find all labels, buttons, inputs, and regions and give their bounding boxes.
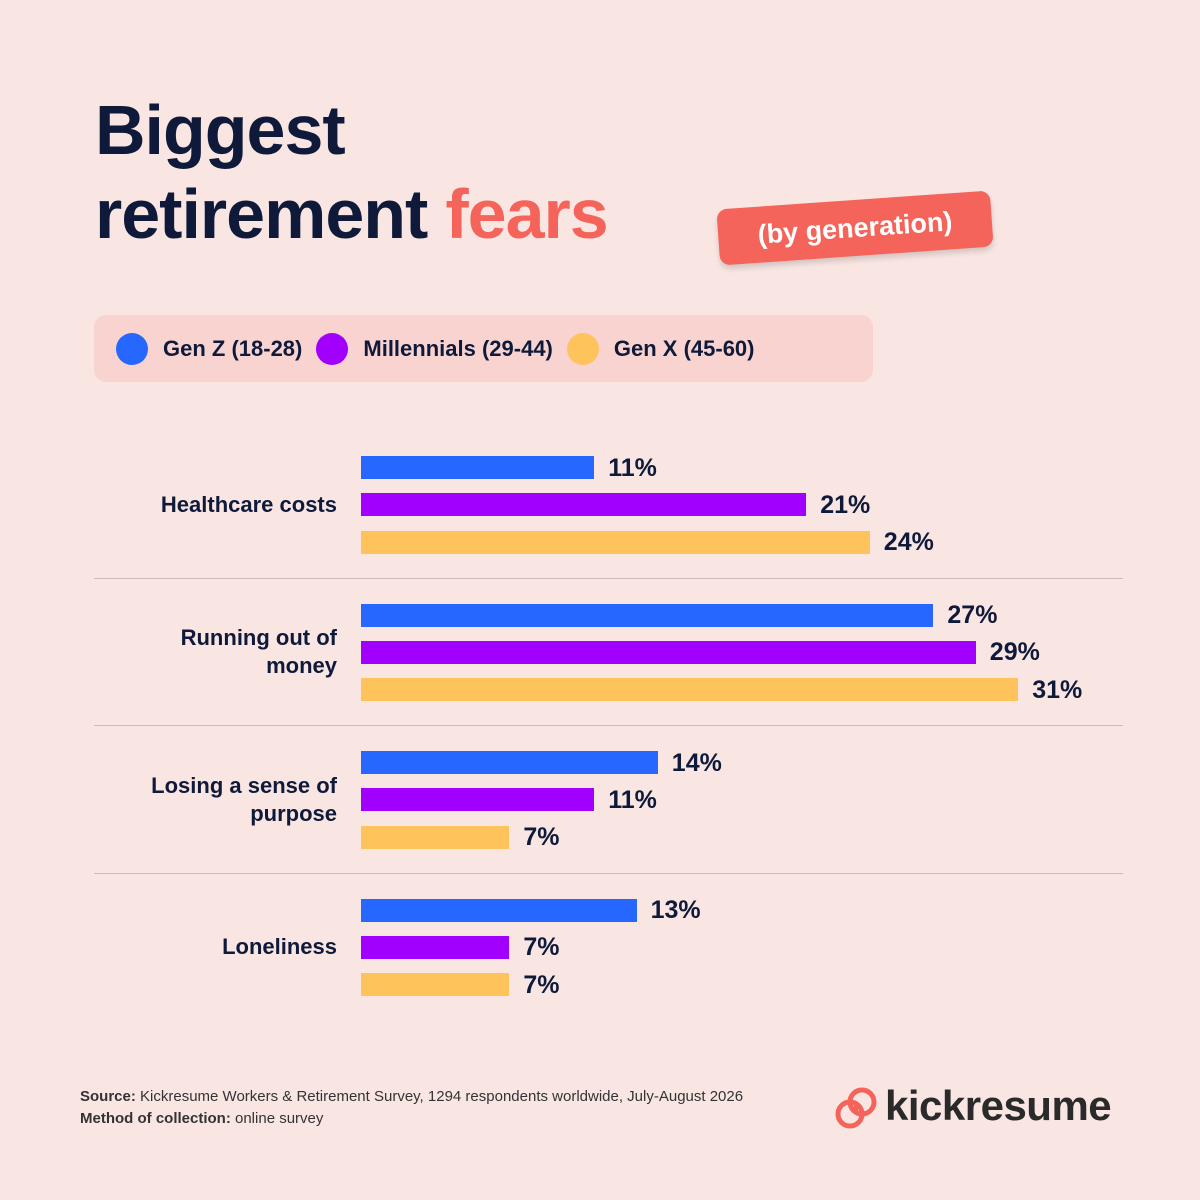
source-text: Kickresume Workers & Retirement Survey, … [140, 1088, 744, 1105]
value-label: 13% [650, 896, 701, 924]
bar [361, 603, 934, 627]
method-label: Method of collection: [80, 1110, 231, 1127]
category-label: Running out of money [180, 625, 337, 679]
subtitle-badge: (by generation) [716, 190, 994, 266]
value-label: 27% [947, 601, 998, 629]
value-label: 11% [608, 453, 657, 482]
title-line: retirement [95, 175, 428, 253]
legend-item: Millennials (29-44) [316, 332, 553, 365]
bar [361, 678, 1019, 702]
category-label: Losing a sense of purpose [151, 772, 337, 826]
bar [361, 825, 510, 849]
legend-label: Millennials (29-44) [363, 335, 553, 361]
category-label: Loneliness [222, 934, 337, 960]
value-label: 7% [523, 823, 560, 852]
legend-swatch [316, 332, 349, 365]
value-label: 7% [523, 970, 560, 999]
legend-item: Gen X (45-60) [566, 332, 755, 365]
title-line: Biggest [95, 91, 346, 169]
bar [361, 456, 595, 479]
value-label: 21% [820, 490, 871, 519]
brand-icon [835, 1087, 877, 1129]
legend-label: Gen Z (18-28) [163, 335, 303, 361]
title: Biggest retirement fears [95, 88, 609, 256]
method-text: online survey [235, 1110, 324, 1127]
brand: kickresume [885, 1082, 1112, 1129]
legend-swatch [566, 332, 599, 365]
method: Method of collection: online survey [80, 1110, 323, 1127]
bar [361, 973, 510, 997]
category-label: Healthcare costs [160, 491, 337, 517]
bar [361, 493, 807, 517]
separator [94, 725, 1123, 726]
bar [361, 935, 510, 959]
title-highlight: fears [445, 175, 608, 253]
legend-label: Gen X (45-60) [613, 335, 755, 361]
legend-item: Gen Z (18-28) [116, 332, 303, 365]
value-label: 29% [989, 638, 1040, 667]
value-label: 24% [883, 528, 934, 557]
bar [361, 751, 658, 774]
legend: Gen Z (18-28) Millennials (29-44) Gen X (4… [94, 315, 873, 382]
source: Source: Kickresume Workers & Retirement … [80, 1088, 743, 1105]
source-label: Source: [80, 1088, 136, 1105]
legend-swatch [116, 332, 148, 365]
value-label: 31% [1032, 675, 1083, 704]
bar [361, 788, 595, 812]
value-label: 11% [608, 785, 657, 814]
value-label: 7% [523, 933, 560, 962]
separator [94, 872, 1123, 874]
value-label: 14% [671, 748, 722, 777]
bar [361, 530, 870, 554]
bar [361, 640, 976, 664]
bar [361, 898, 637, 922]
separator [94, 577, 1123, 579]
